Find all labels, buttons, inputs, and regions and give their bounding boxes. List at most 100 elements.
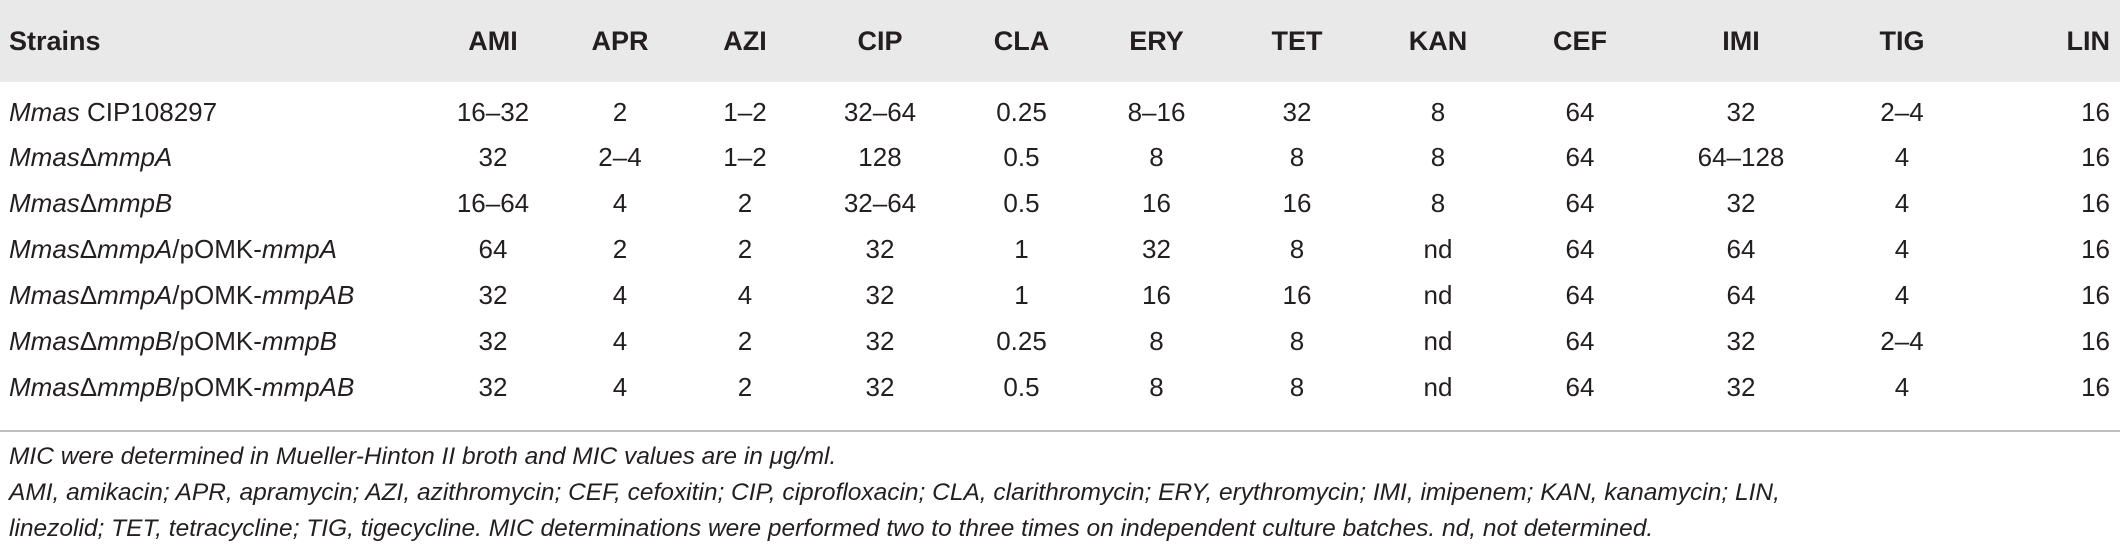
mic-value-cef: 64: [1565, 96, 1595, 127]
strain-plasmid: /pOMK-: [172, 371, 262, 402]
mic-value-tet: 8: [1289, 233, 1305, 264]
mic-value-tet: 16: [1282, 187, 1312, 218]
mic-value-ami: 16–32: [456, 96, 530, 127]
mic-value-cef: 64: [1565, 141, 1595, 172]
strain-deleted-gene: mmpA: [97, 141, 173, 172]
mic-value-cla: 0.5: [1003, 371, 1040, 402]
mic-value-tet: 8: [1289, 141, 1305, 172]
mic-value-cef: 64: [1565, 233, 1595, 264]
mic-value-imi: 32: [1726, 96, 1756, 127]
mic-value-cip: 32: [865, 279, 895, 310]
table-row: MmasΔmmpB/pOMK-mmpB 32 4 2 32 0.25 8 8 nd 64 32 2–4…: [0, 318, 2120, 364]
strain-suffix: CIP108297: [79, 96, 218, 127]
strain-species: Mmas: [9, 187, 80, 218]
mic-value-cip: 32–64: [843, 96, 917, 127]
mic-value-ami: 32: [478, 325, 508, 356]
table-row: MmasΔmmpA/pOMK-mmpAB 32 4 4 32 1 16 16 nd 64 64 4 16: [0, 272, 2120, 318]
column-header-strains: Strains: [9, 25, 101, 56]
mic-value-imi: 32: [1726, 187, 1756, 218]
mic-value-ami: 16–64: [456, 187, 530, 218]
strain-plasmid-gene: mmpB: [261, 325, 337, 356]
strain-cell: MmasΔmmpB/pOMK-mmpB: [0, 318, 435, 364]
strain-deleted-gene: mmpA: [97, 233, 173, 264]
mic-value-ery: 16: [1142, 187, 1171, 218]
mic-value-cip: 32: [865, 371, 895, 402]
mic-value-tig: 2–4: [1880, 325, 1924, 356]
mic-value-tet: 8: [1289, 325, 1305, 356]
mic-value-ery: 16: [1142, 279, 1171, 310]
mic-value-kan: 8: [1430, 187, 1446, 218]
strain-deleted-gene: mmpB: [97, 187, 173, 218]
mic-value-cip: 32: [865, 233, 895, 264]
mic-value-kan: nd: [1423, 233, 1453, 264]
column-header-imi: IMI: [1722, 25, 1760, 56]
mic-value-imi: 32: [1726, 325, 1756, 356]
column-header-ery: ERY: [1129, 25, 1184, 56]
mic-value-tet: 8: [1289, 371, 1305, 402]
strain-suffix: Δ: [79, 141, 98, 172]
mic-value-apr: 4: [612, 279, 628, 310]
mic-value-cef: 64: [1565, 187, 1595, 218]
mic-value-tig: 2–4: [1880, 96, 1924, 127]
mic-value-tig: 4: [1894, 233, 1910, 264]
table-row: MmasΔmmpB/pOMK-mmpAB 32 4 2 32 0.5 8 8 nd 64 32 4 16: [0, 364, 2120, 416]
mic-value-azi: 1–2: [723, 96, 767, 127]
mic-value-ery: 8–16: [1127, 96, 1186, 127]
mic-value-kan: 8: [1430, 141, 1446, 172]
mic-value-apr: 4: [612, 371, 628, 402]
mic-value-lin: 16: [2081, 325, 2110, 356]
column-header-tig: TIG: [1879, 25, 1925, 56]
table-row: Mmas CIP108297 16–32 2 1–2 32–64 0.25 8–16 32 8 6…: [0, 82, 2120, 134]
strain-suffix: Δ: [79, 233, 98, 264]
footnote-abbreviations-continued: linezolid; TET, tetracycline; TIG, tigec…: [9, 515, 1654, 542]
mic-value-cip: 32–64: [843, 187, 917, 218]
column-header-cef: CEF: [1553, 25, 1607, 56]
strain-species: Mmas: [9, 96, 80, 127]
column-header-azi: AZI: [723, 25, 767, 56]
mic-value-cla: 0.25: [996, 325, 1047, 356]
mic-value-apr: 2: [612, 96, 628, 127]
strain-suffix: Δ: [79, 325, 98, 356]
mic-value-cip: 128: [858, 141, 902, 172]
mic-value-ami: 32: [478, 371, 508, 402]
mic-value-imi: 64: [1726, 233, 1756, 264]
mic-table-container: Strains AMI APR AZI CIP CLA ERY TET KAN …: [0, 0, 2120, 416]
mic-value-ami: 32: [478, 141, 508, 172]
table-row: MmasΔmmpA/pOMK-mmpA 64 2 2 32 1 32 8 nd 64 64 4 16: [0, 226, 2120, 272]
strain-species: Mmas: [9, 325, 80, 356]
column-header-tet: TET: [1271, 25, 1323, 56]
table-row: MmasΔmmpA 32 2–4 1–2 128 0.5 8 8 8 64 64–128 4 16: [0, 134, 2120, 180]
strain-suffix: Δ: [79, 279, 98, 310]
mic-value-ery: 32: [1142, 233, 1171, 264]
mic-value-kan: nd: [1423, 371, 1453, 402]
column-header-cla: CLA: [993, 25, 1050, 56]
mic-value-cla: 0.5: [1003, 187, 1040, 218]
strain-plasmid: /pOMK-: [172, 233, 262, 264]
mic-value-tig: 4: [1894, 371, 1910, 402]
mic-value-lin: 16: [2081, 279, 2110, 310]
mic-value-tet: 16: [1282, 279, 1312, 310]
strain-species: Mmas: [9, 233, 80, 264]
strain-cell: Mmas CIP108297: [0, 82, 435, 134]
mic-value-apr: 4: [612, 187, 628, 218]
mic-value-cla: 0.25: [996, 96, 1047, 127]
mic-value-ery: 8: [1149, 325, 1164, 356]
mic-value-cla: 1: [1014, 279, 1029, 310]
mic-value-ami: 32: [478, 279, 508, 310]
mic-value-imi: 32: [1726, 371, 1756, 402]
mic-value-tig: 4: [1894, 141, 1910, 172]
strain-plasmid-gene: mmpAB: [261, 371, 355, 402]
strain-plasmid-gene: mmpA: [261, 233, 337, 264]
strain-species: Mmas: [9, 141, 80, 172]
mic-value-apr: 2–4: [598, 141, 642, 172]
strain-suffix: Δ: [79, 371, 98, 402]
strain-cell: MmasΔmmpB: [0, 180, 435, 226]
column-header-apr: APR: [591, 25, 649, 56]
mic-value-ery: 8: [1149, 371, 1164, 402]
mic-value-kan: nd: [1423, 279, 1453, 310]
mic-value-cla: 0.5: [1003, 141, 1040, 172]
mic-value-imi: 64: [1726, 279, 1756, 310]
strain-suffix: Δ: [79, 187, 98, 218]
mic-value-tig: 4: [1894, 279, 1910, 310]
strain-plasmid: /pOMK-: [172, 279, 262, 310]
